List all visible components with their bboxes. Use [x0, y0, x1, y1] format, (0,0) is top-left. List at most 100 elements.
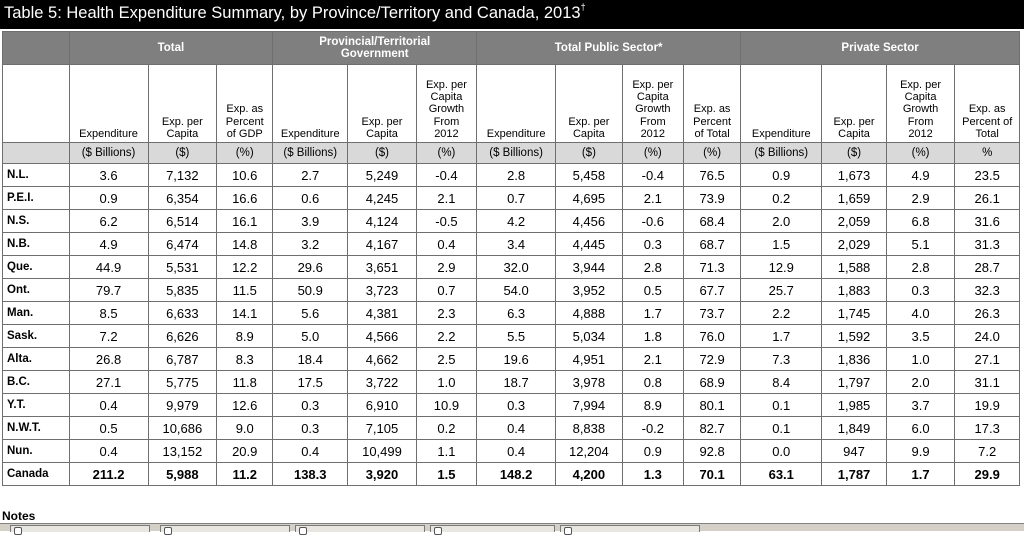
row-label: B.C.	[2, 370, 70, 394]
table-cell: 31.3	[954, 232, 1020, 256]
table-cell: 5,835	[147, 278, 218, 302]
column-header-line: Exp. per	[568, 115, 610, 128]
table-cell: 26.1	[954, 186, 1020, 210]
sheet-tab-icon	[299, 527, 307, 535]
table-cell: 67.7	[682, 278, 742, 302]
unit-cell: %	[954, 142, 1020, 164]
table-cell: 8.9	[216, 324, 274, 348]
table-cell: 4.2	[476, 209, 557, 233]
table-cell: 32.0	[476, 255, 557, 279]
table-cell: 16.1	[216, 209, 274, 233]
table-cell: 26.8	[68, 347, 149, 371]
column-header-line: Capita	[430, 91, 463, 104]
column-header-line: Exp. per	[632, 78, 674, 91]
table-cell: 68.7	[682, 232, 742, 256]
row-label: Alta.	[2, 347, 70, 371]
table-cell: 7.3	[740, 347, 823, 371]
table-cell: 1,797	[821, 370, 887, 394]
column-header-line: Exp. per	[161, 115, 203, 128]
sheet-tab-icon	[14, 527, 22, 535]
table-cell: 3.5	[885, 324, 956, 348]
table-cell: 0.4	[68, 393, 149, 417]
column-header-line: Expenditure	[280, 127, 340, 140]
table-row: N.L. 3.6 7,132 10.6 2.7 5,249 -0.4 2.8 5,458 -0.4…	[2, 163, 1020, 187]
group-header-government-line1: Provincial/Territorial	[319, 36, 431, 48]
subheader-row: Expenditure Exp. per Capita Exp. as Percent o…	[2, 64, 1020, 143]
column-header-line: Exp. per	[361, 115, 403, 128]
table-cell: 4,951	[555, 347, 623, 371]
column-header: Exp. per Capita	[347, 64, 417, 143]
column-header: Expenditure	[68, 64, 149, 143]
column-header-line: of GDP	[226, 127, 263, 140]
table-cell: 4,167	[347, 232, 417, 256]
table-cell: 2.7	[272, 163, 349, 187]
row-label: Canada	[2, 462, 70, 486]
table-row: B.C. 27.1 5,775 11.8 17.5 3,722 1.0 18.7 3,978 0.…	[2, 370, 1020, 394]
table-cell: 138.3	[272, 462, 349, 486]
table-cell: 3.9	[272, 209, 349, 233]
table-cell: 5,458	[555, 163, 623, 187]
table-cell: 1,588	[821, 255, 887, 279]
table-cell: 1.5	[415, 462, 478, 486]
column-header-line: From	[639, 115, 666, 128]
table-cell: 0.9	[621, 439, 684, 463]
column-header-line: Capita	[636, 91, 669, 104]
column-header-line: Capita	[166, 127, 199, 140]
table-cell: 9,979	[147, 393, 218, 417]
group-header-government-line2: Government	[340, 48, 409, 60]
table-cell: 8.3	[216, 347, 274, 371]
table-cell: 2.8	[885, 255, 956, 279]
column-header: Exp. per Capita	[555, 64, 623, 143]
table-cell: 8.5	[68, 301, 149, 325]
table-cell: 0.0	[740, 439, 823, 463]
table-cell: 4,695	[555, 186, 623, 210]
table-cell: 92.8	[682, 439, 742, 463]
table-cell: 80.1	[682, 393, 742, 417]
unit-cell: ($ Billions)	[68, 142, 149, 164]
units-corner-cell	[2, 142, 70, 164]
table-cell: 29.9	[954, 462, 1020, 486]
table-cell: 12.9	[740, 255, 823, 279]
table-row: Ont. 79.7 5,835 11.5 50.9 3,723 0.7 54.0 3,952 0.…	[2, 278, 1020, 302]
table-cell: 4,245	[347, 186, 417, 210]
table-cell: 0.4	[476, 416, 557, 440]
table-cell: 0.3	[476, 393, 557, 417]
table-cell: 23.5	[954, 163, 1020, 187]
unit-cell: ($)	[147, 142, 218, 164]
group-header-total: Total	[68, 31, 274, 65]
table-cell: 3,920	[347, 462, 417, 486]
table-cell: 1.0	[885, 347, 956, 371]
column-header: Exp. per Capita Growth From 2012	[621, 64, 684, 143]
column-header-line: of Total	[694, 127, 730, 140]
table-cell: 2.1	[621, 347, 684, 371]
table-cell: 0.9	[740, 163, 823, 187]
table-cell: 0.1	[740, 416, 823, 440]
table-cell: 2.3	[415, 301, 478, 325]
column-header-line: Percent	[225, 115, 264, 128]
table-cell: 1.8	[621, 324, 684, 348]
unit-cell: ($ Billions)	[476, 142, 557, 164]
table-cell: 5.6	[272, 301, 349, 325]
row-label: Man.	[2, 301, 70, 325]
table-title-bar: Table 5: Health Expenditure Summary, by …	[0, 0, 1024, 29]
column-header-line: Exp. as	[226, 103, 264, 116]
table-row: Sask. 7.2 6,626 8.9 5.0 4,566 2.2 5.5 5,034 1.8 76…	[2, 324, 1020, 348]
table-cell: 6,354	[147, 186, 218, 210]
table-cell: 1,849	[821, 416, 887, 440]
table-cell: 0.4	[476, 439, 557, 463]
unit-cell: ($ Billions)	[272, 142, 349, 164]
table-cell: 8,838	[555, 416, 623, 440]
table-cell: 6.8	[885, 209, 956, 233]
table-cell: 1.3	[621, 462, 684, 486]
table-cell: 50.9	[272, 278, 349, 302]
table-cell: 2.0	[740, 209, 823, 233]
table-cell: 71.3	[682, 255, 742, 279]
subheader-corner-cell	[2, 64, 70, 143]
column-header-line: Expenditure	[79, 127, 138, 140]
table-cell: -0.4	[415, 163, 478, 187]
row-label: Sask.	[2, 324, 70, 348]
column-header-line: Expenditure	[486, 127, 546, 140]
table-cell: 5.1	[885, 232, 956, 256]
table-cell: 3.4	[476, 232, 557, 256]
table-cell: 26.3	[954, 301, 1020, 325]
